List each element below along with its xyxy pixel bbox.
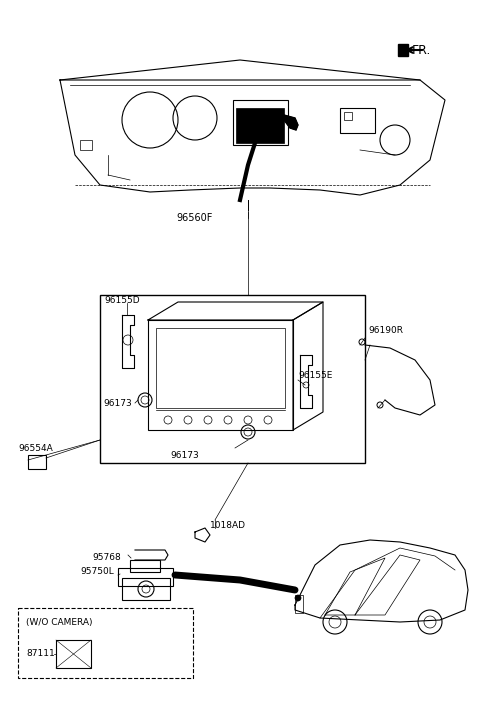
Bar (122, 578, 170, 600)
Bar (80, 140, 92, 150)
Bar (100, 295, 365, 463)
Text: 96190R: 96190R (368, 325, 403, 335)
Bar (156, 328, 285, 408)
Text: 96155E: 96155E (298, 370, 332, 380)
Bar (18, 608, 193, 678)
Text: 96554A: 96554A (18, 443, 53, 453)
Text: 96155D: 96155D (104, 295, 140, 305)
Text: 95750L: 95750L (80, 568, 114, 576)
Bar (344, 112, 352, 120)
Text: FR.: FR. (412, 44, 432, 56)
Bar (148, 320, 293, 430)
Bar (236, 108, 284, 143)
Text: 96173: 96173 (103, 398, 132, 408)
Text: 87111: 87111 (26, 649, 55, 659)
Bar (56, 640, 91, 668)
Polygon shape (398, 44, 408, 56)
Bar (130, 560, 160, 572)
Circle shape (295, 595, 301, 601)
Polygon shape (284, 115, 298, 130)
Text: 96173: 96173 (170, 450, 199, 460)
Text: 1018AD: 1018AD (210, 521, 246, 530)
Bar (340, 108, 375, 133)
Text: 95768: 95768 (92, 553, 121, 561)
Text: 96560F: 96560F (177, 213, 213, 223)
Bar (28, 455, 46, 469)
Bar (233, 100, 288, 145)
Text: (W/O CAMERA): (W/O CAMERA) (26, 618, 93, 626)
Bar (295, 595, 303, 613)
Bar (118, 568, 173, 586)
